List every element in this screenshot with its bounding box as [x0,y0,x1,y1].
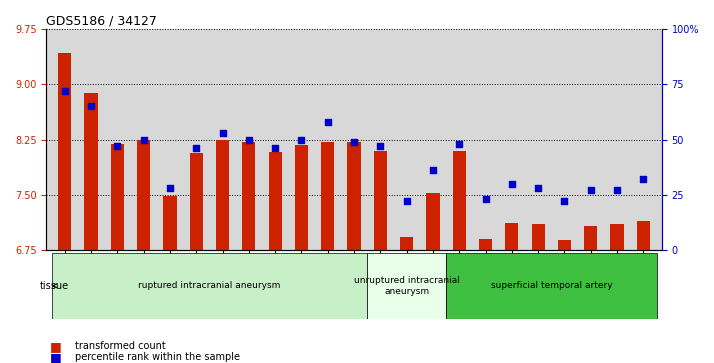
Bar [453,151,466,250]
Point [480,196,491,202]
Bar [610,224,623,250]
Point [453,141,465,147]
Bar [295,145,308,250]
Bar [111,144,124,250]
Point [217,130,228,136]
Text: GDS5186 / 34127: GDS5186 / 34127 [46,15,157,28]
FancyBboxPatch shape [51,253,367,319]
Bar [637,220,650,250]
Point [296,136,307,142]
Bar [479,239,492,250]
Bar [506,223,518,250]
Point [322,119,333,125]
Point [59,88,71,94]
Text: transformed count: transformed count [75,341,166,351]
Bar [584,226,598,250]
Point [348,139,360,145]
Bar [164,196,176,250]
Point [401,199,413,204]
Point [243,136,255,142]
Bar [374,151,387,250]
Point [559,199,570,204]
Point [638,176,649,182]
Bar [137,139,150,250]
Bar [190,153,203,250]
Point [191,146,202,151]
Bar [58,53,71,250]
Bar [268,152,282,250]
Point [427,168,438,174]
Text: ruptured intracranial aneurysm: ruptured intracranial aneurysm [139,281,281,290]
Point [585,187,596,193]
Point [138,136,149,142]
Bar [242,142,256,250]
Point [164,185,176,191]
Bar [426,193,440,250]
Point [506,181,518,187]
Bar [558,240,571,250]
Text: ■: ■ [50,351,61,363]
Point [533,185,544,191]
Point [611,187,623,193]
Text: percentile rank within the sample: percentile rank within the sample [75,352,240,362]
Bar [84,93,98,250]
FancyBboxPatch shape [367,253,446,319]
Text: ■: ■ [50,340,61,353]
Bar [216,139,229,250]
Text: tissue: tissue [40,281,69,291]
Point [111,143,123,149]
Point [86,103,97,109]
Bar [348,142,361,250]
Text: superficial temporal artery: superficial temporal artery [491,281,612,290]
Point [269,146,281,151]
FancyBboxPatch shape [446,253,656,319]
Text: unruptured intracranial
aneurysm: unruptured intracranial aneurysm [353,276,460,295]
Bar [400,237,413,250]
Point [375,143,386,149]
Bar [532,224,545,250]
Bar [321,142,334,250]
